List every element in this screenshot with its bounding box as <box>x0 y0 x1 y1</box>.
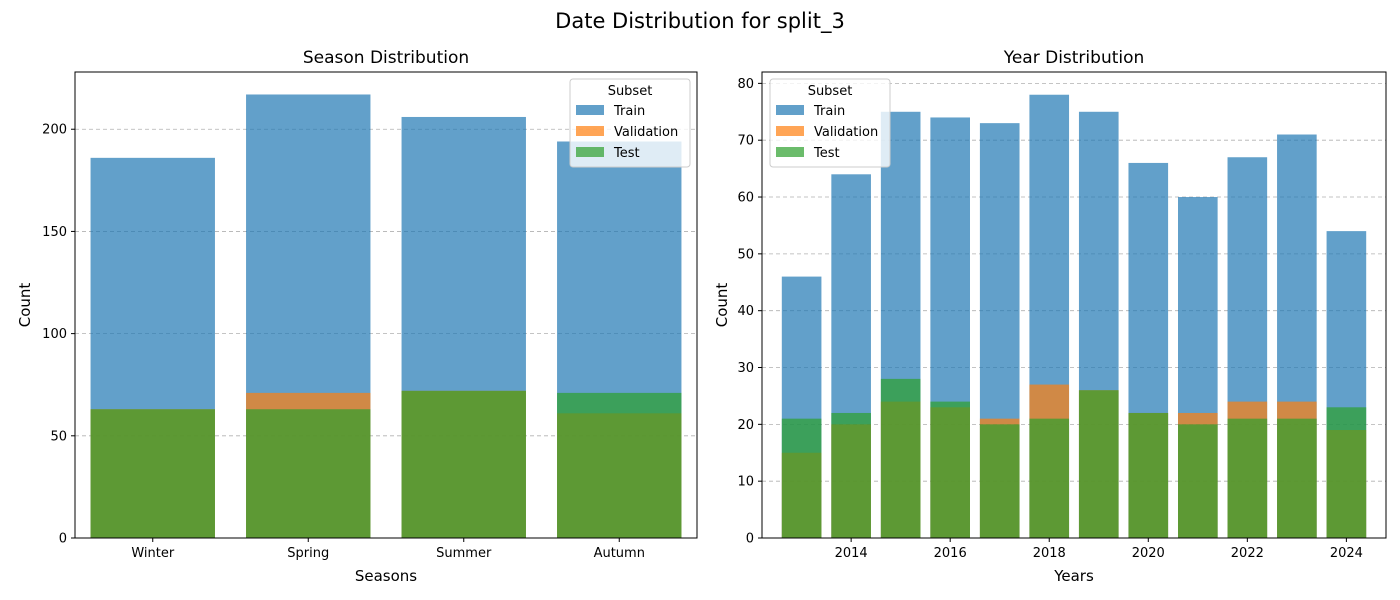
y-tick-label: 30 <box>737 361 754 376</box>
y-tick-label: 20 <box>737 418 754 433</box>
legend-label-validation: Validation <box>614 125 678 140</box>
y-tick-label: 0 <box>746 532 754 547</box>
x-axis-label: Seasons <box>355 567 417 585</box>
legend-swatch-test <box>776 147 804 157</box>
legend: Subset Train Validation Test <box>769 78 891 168</box>
plot-frame <box>761 71 1387 539</box>
figure-title: Date Distribution for split_3 <box>555 9 845 34</box>
y-tick-label: 60 <box>737 191 754 206</box>
bar-test-2023 <box>1277 418 1317 538</box>
legend-label-test: Test <box>613 146 640 161</box>
x-tick-label: 2024 <box>1330 546 1363 561</box>
legend-swatch-test <box>576 147 604 157</box>
legend-label-train: Train <box>813 104 845 119</box>
x-tick-label: Winter <box>131 546 175 561</box>
bar-test-spring <box>246 409 371 538</box>
legend-label-test: Test <box>813 146 840 161</box>
x-tick-label: 2022 <box>1231 546 1264 561</box>
legend-swatch-train <box>576 105 604 115</box>
chart-title: Year Distribution <box>1003 48 1145 68</box>
x-tick-label: 2018 <box>1033 546 1066 561</box>
y-tick-label: 0 <box>59 532 67 547</box>
season-distribution-chart: 0 50 100 150 200 Winter Spring Summer Autumn Seas… <box>16 48 698 585</box>
legend: Subset Train Validation Test <box>569 78 691 168</box>
x-tick-label: Autumn <box>594 546 645 561</box>
bar-test-2024 <box>1326 407 1367 538</box>
y-tick-label: 100 <box>42 327 67 342</box>
legend-title: Subset <box>808 84 853 99</box>
y-tick-label: 40 <box>737 304 754 319</box>
legend-title: Subset <box>608 84 653 99</box>
y-tick-label: 80 <box>737 77 754 92</box>
y-tick-label: 200 <box>42 123 67 138</box>
x-tick-label: Spring <box>287 546 329 561</box>
y-tick-label: 150 <box>42 225 67 240</box>
bar-test-autumn <box>557 392 682 538</box>
legend-label-train: Train <box>613 104 645 119</box>
bar-test-2014 <box>831 412 871 538</box>
bar-test-2022 <box>1227 418 1268 538</box>
x-tick-label: 2014 <box>835 546 868 561</box>
legend-swatch-validation <box>776 126 804 136</box>
bar-test-2015 <box>880 378 921 538</box>
legend-label-validation: Validation <box>814 125 878 140</box>
bar-test-winter <box>90 409 215 538</box>
bar-test-2021 <box>1178 424 1218 538</box>
y-tick-label: 10 <box>737 475 754 490</box>
bar-test-summer <box>401 390 526 538</box>
legend-swatch-train <box>776 105 804 115</box>
bar-test-2019 <box>1078 390 1119 538</box>
y-tick-label: 70 <box>737 134 754 149</box>
x-tick-label: Summer <box>436 546 492 561</box>
x-axis-label: Years <box>1053 567 1094 585</box>
x-tick-label: 2020 <box>1132 546 1165 561</box>
y-axis-label: Count <box>713 283 731 328</box>
legend-box <box>569 78 691 168</box>
plot-frame <box>74 71 698 539</box>
chart-title: Season Distribution <box>303 48 469 68</box>
y-tick-label: 50 <box>737 247 754 262</box>
legend-box <box>769 78 891 168</box>
bar-test-2013 <box>781 418 822 538</box>
legend-swatch-validation <box>576 126 604 136</box>
bar-test-2018 <box>1029 418 1070 538</box>
y-axis-label: Count <box>16 283 34 328</box>
year-distribution-chart: 0 10 20 30 40 50 60 70 80 2014 2016 2018 2020 2022 202… <box>713 48 1387 585</box>
y-tick-label: 50 <box>50 429 67 444</box>
bar-test-2020 <box>1128 412 1169 538</box>
x-tick-label: 2016 <box>934 546 967 561</box>
bar-test-2016 <box>930 401 970 538</box>
bar-test-2017 <box>979 424 1020 538</box>
